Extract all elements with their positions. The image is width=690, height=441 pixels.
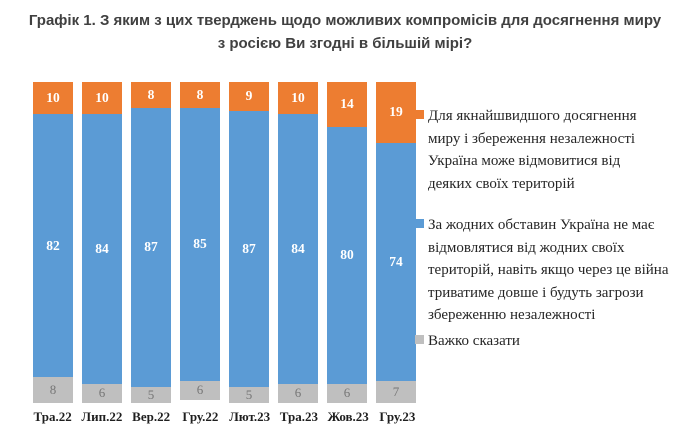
- bar-column-8: 19 74 7: [376, 82, 416, 403]
- bar-segment: 9: [229, 82, 269, 111]
- x-axis-label: Тра.23: [279, 409, 318, 424]
- x-axis: Тра.22 Лип.22 Вер.22 Гру.22 Лют.23 Тра.23 Жов.…: [28, 409, 422, 425]
- bar-value-label: 80: [340, 247, 354, 263]
- bar-value-label: 10: [46, 90, 60, 106]
- bar-value-label: 82: [46, 237, 60, 253]
- bar-segment: 10: [82, 82, 122, 115]
- bar-value-label: 10: [291, 90, 305, 106]
- legend-item: За жодних обставин Україна не має відмов…: [415, 214, 672, 327]
- bar-value-label: 5: [147, 386, 155, 402]
- bar-column-2: 10 84 6: [82, 82, 122, 403]
- bar-column-4: 8 85 6: [180, 82, 220, 403]
- bar-segment: 8: [180, 82, 220, 108]
- bar-segment: 74: [376, 142, 416, 381]
- bar-value-label: 6: [294, 385, 302, 401]
- bar-value-label: 7: [392, 383, 400, 399]
- bar-column-5: 9 87 5: [229, 82, 269, 403]
- bar-value-label: 74: [389, 253, 403, 269]
- bar-segment: 87: [229, 110, 269, 388]
- bar-value-label: 10: [95, 90, 109, 106]
- x-axis-label: Гру.22: [182, 409, 219, 424]
- bar-value-label: 6: [98, 385, 106, 401]
- legend-item: Важко сказати: [415, 330, 672, 353]
- legend-label: Важко сказати: [428, 333, 520, 349]
- bar-value-label: 19: [389, 104, 403, 120]
- bar-column-7: 14 80 6: [327, 82, 367, 403]
- legend-label: За жодних обставин Україна не має відмов…: [428, 217, 669, 323]
- bar-segment: 84: [278, 114, 318, 384]
- bar-column-6: 10 84 6: [278, 82, 318, 403]
- bar-segment: 84: [82, 114, 122, 384]
- x-axis-label: Гру.23: [379, 409, 416, 424]
- x-axis-label: Лип.22: [81, 409, 123, 424]
- bar-segment: 7: [376, 380, 416, 403]
- x-axis-label: Тра.22: [33, 409, 72, 424]
- bar-segment: 8: [131, 82, 171, 108]
- bar-value-label: 8: [49, 382, 57, 398]
- bar-segment: 6: [327, 383, 367, 403]
- bar-segment: 6: [278, 383, 318, 403]
- bar-segment: 82: [33, 114, 73, 378]
- bar-value-label: 6: [343, 385, 351, 401]
- legend-marker-icon: [415, 110, 424, 119]
- legend-marker-icon: [415, 335, 424, 344]
- bar-segment: 5: [131, 386, 171, 403]
- bar-segment: 85: [180, 107, 220, 381]
- bar-segment: 6: [82, 383, 122, 403]
- bar-value-label: 8: [196, 86, 204, 102]
- legend-item: Для якнайшвидшого досягнення миру і збер…: [415, 105, 648, 195]
- bar-value-label: 14: [340, 96, 354, 112]
- bar-segment: 5: [229, 387, 269, 403]
- legend-marker-icon: [415, 219, 424, 228]
- bar-segment: 8: [33, 377, 73, 403]
- bar-column-3: 8 87 5: [131, 82, 171, 403]
- bar-value-label: 84: [291, 240, 305, 256]
- bar-segment: 19: [376, 82, 416, 143]
- bar-segment: 10: [278, 82, 318, 115]
- bar-value-label: 5: [245, 387, 253, 403]
- x-axis-label: Жов.23: [327, 409, 369, 424]
- bar-segment: 80: [327, 126, 367, 384]
- bar-value-label: 8: [147, 86, 155, 102]
- x-axis-label: Лют.23: [229, 409, 271, 424]
- bar-value-label: 85: [193, 236, 207, 252]
- legend-label: Для якнайшвидшого досягнення миру і збер…: [428, 108, 637, 192]
- bar-value-label: 87: [144, 239, 158, 255]
- bar-segment: 6: [180, 380, 220, 400]
- legend: Для якнайшвидшого досягнення миру і збер…: [415, 0, 689, 441]
- x-axis-label: Вер.22: [132, 409, 171, 424]
- plot-area: 10 82 8 10 84 6 8 87 5 8 85 6 9 87 5 10 84 6 14 80 6 19 74 7: [33, 82, 416, 403]
- bar-value-label: 84: [95, 240, 109, 256]
- bar-value-label: 9: [245, 88, 253, 104]
- bar-segment: 87: [131, 107, 171, 387]
- bar-column-1: 10 82 8: [33, 82, 73, 403]
- bar-segment: 14: [327, 82, 367, 127]
- bar-segment: 10: [33, 82, 73, 115]
- chart-title: Графік 1. З яким з цих тверджень щодо мо…: [28, 12, 662, 52]
- bar-value-label: 87: [242, 240, 256, 256]
- bar-value-label: 6: [196, 382, 204, 398]
